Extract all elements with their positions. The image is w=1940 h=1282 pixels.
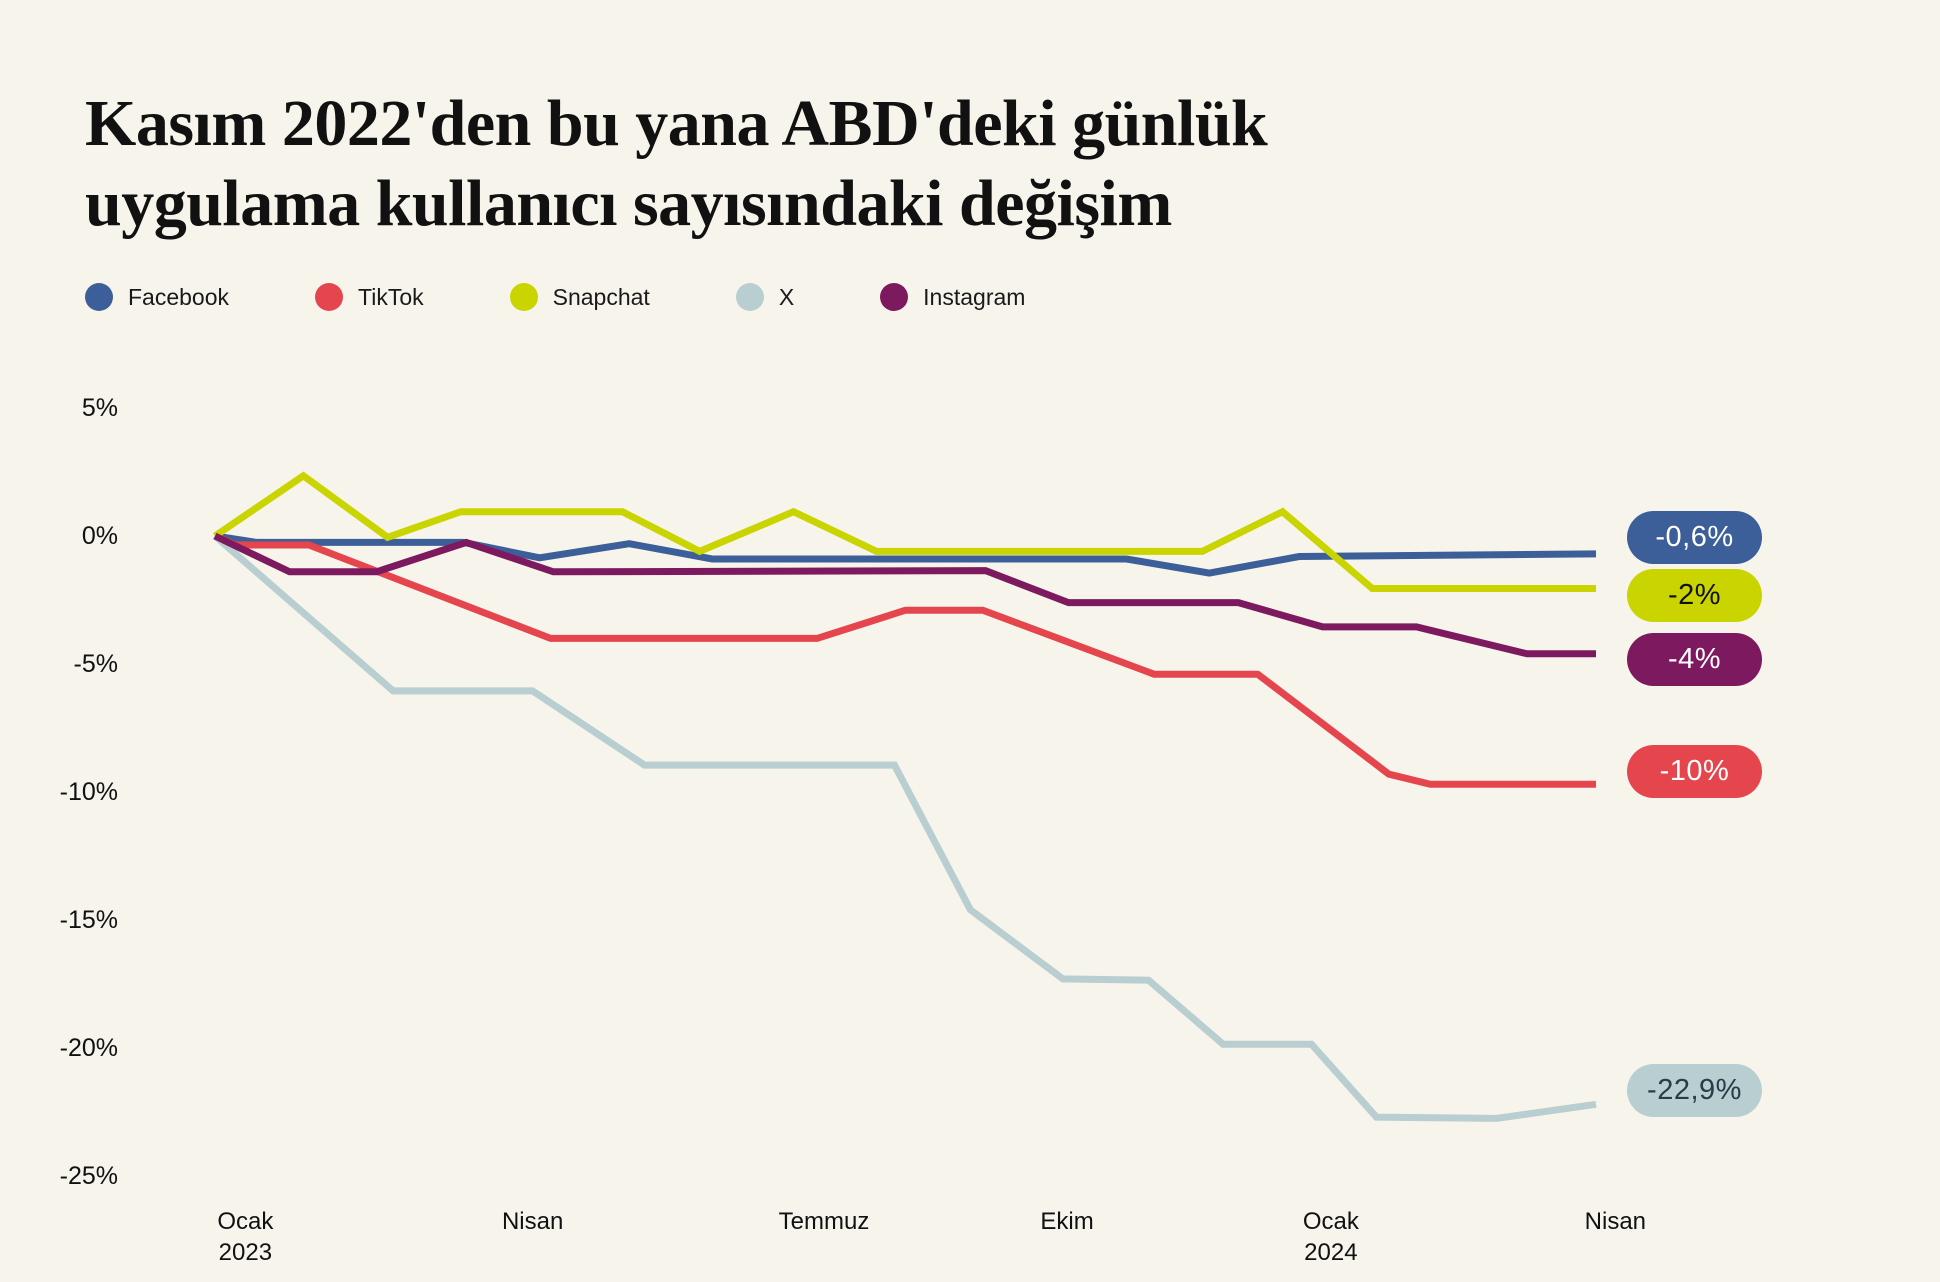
y-tick-label: 0% [81,522,118,550]
legend-dot-icon [85,283,113,311]
legend-item-label: X [778,284,795,310]
x-tick-label: Temmuz [778,1208,870,1235]
series-line-x [212,533,1597,1122]
legend-item-instagram: Instagram [880,283,1025,311]
y-tick-label: -25% [59,1162,118,1190]
end-value-pill-x: -22,9% [1627,1063,1762,1117]
end-value-pill-facebook: -0,6% [1627,510,1762,564]
y-tick-label: 5% [81,394,118,422]
legend: Facebook TikTok Snapchat X Instagram [85,283,1111,311]
title-line-1: Kasım 2022'den bu yana ABD'deki günlük [85,87,1268,161]
legend-dot-icon [509,283,538,311]
x-tick-label: Ocak 2023 [217,1208,274,1266]
page-title: Kasım 2022'den bu yana ABD'deki günlük u… [85,84,1685,244]
title-line-2: uygulama kullanıcı sayısındaki değişim [85,167,1172,241]
x-tick-label: Nisan [501,1208,564,1235]
legend-item-x: X [735,283,795,311]
legend-item-label: Snapchat [552,284,650,310]
legend-item-label: TikTok [358,284,424,310]
series-line-snapchat [213,471,1596,592]
y-tick-label: -20% [59,1034,118,1062]
y-tick-label: -5% [73,650,118,678]
series-line-tiktok [213,532,1596,788]
x-tick-label: Nisan [1584,1208,1647,1235]
series-line-facebook [214,532,1597,577]
legend-item-label: Facebook [128,284,230,310]
legend-dot-icon [880,283,909,311]
x-tick-label: Ekim [1040,1208,1094,1235]
end-value-pill-snapchat: -2% [1627,568,1762,622]
legend-dot-icon [735,283,764,311]
y-tick-label: -15% [59,906,118,934]
end-value-pill-tiktok: -10% [1627,744,1762,798]
end-value-pill-instagram: -4% [1627,632,1762,686]
y-tick-label: -10% [59,778,118,806]
legend-item-tiktok: TikTok [315,283,424,311]
legend-dot-icon [315,283,344,311]
legend-item-snapchat: Snapchat [509,283,650,311]
series-line-instagram [213,532,1596,658]
x-tick-label: Ocak 2024 [1302,1208,1359,1266]
legend-item-facebook: Facebook [85,283,229,311]
legend-item-label: Instagram [923,284,1026,310]
